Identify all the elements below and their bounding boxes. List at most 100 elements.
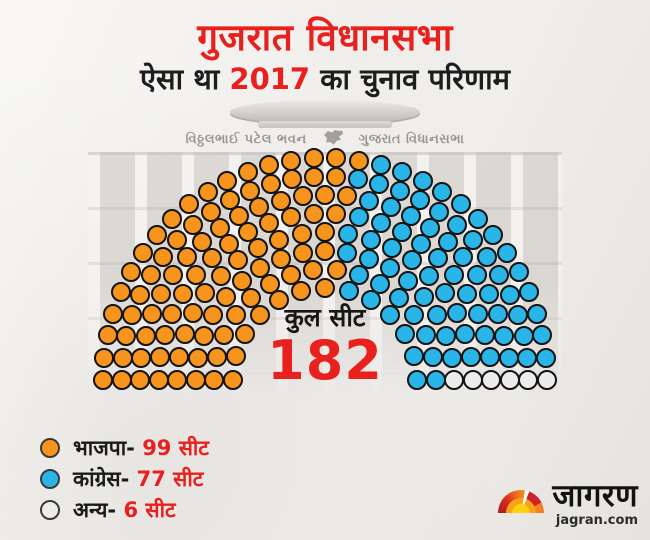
seat-dot xyxy=(518,370,539,390)
seat-dot xyxy=(526,303,547,324)
seat-dot xyxy=(303,204,324,225)
seat-dot xyxy=(130,370,151,390)
seat-dot xyxy=(217,170,238,191)
seat-dot xyxy=(116,326,137,347)
seat-dot xyxy=(326,148,347,169)
seat-dot xyxy=(460,346,481,367)
seat-dot xyxy=(186,265,206,286)
seat-dot xyxy=(150,347,171,368)
sun-icon xyxy=(498,490,545,513)
seat-dot xyxy=(303,148,324,169)
legend-item-bjp: भाजपा- 99 सीट xyxy=(40,436,209,460)
seat-dot xyxy=(326,260,347,281)
seat-dot xyxy=(174,324,195,345)
seat-dot xyxy=(111,370,132,390)
bjp-swatch-icon xyxy=(40,438,60,458)
seat-dot xyxy=(146,225,167,246)
seat-dot xyxy=(210,265,231,286)
seat-dot xyxy=(467,209,488,230)
seat-dot xyxy=(444,370,465,390)
seat-dot xyxy=(151,284,172,305)
subtitle-year: 2017 xyxy=(229,62,311,97)
seat-dot xyxy=(370,155,391,176)
seat-dot xyxy=(359,248,380,269)
seat-dot xyxy=(120,262,141,283)
seat-dot xyxy=(401,250,422,271)
seat-dot xyxy=(94,347,115,368)
seat-dot xyxy=(103,303,124,324)
legend-label-congress: कांग्रेस- xyxy=(73,467,137,491)
seat-dot xyxy=(132,243,153,264)
legend-label-others: अन्य- xyxy=(73,498,124,522)
legend-item-congress: कांग्रेस- 77 सीट xyxy=(40,467,209,491)
seat-dot xyxy=(167,370,188,390)
seat-dot xyxy=(176,247,197,268)
seat-dot xyxy=(154,325,175,346)
seat-dot xyxy=(390,181,411,202)
seat-dot xyxy=(195,283,216,304)
seat-dot xyxy=(483,225,504,246)
seat-dot xyxy=(169,346,190,367)
legend-item-others: अन्य- 6 सीट xyxy=(40,498,209,522)
seat-dot xyxy=(122,305,143,326)
seat-dot xyxy=(326,166,346,187)
subtitle-prefix: ऐसा था xyxy=(140,62,230,97)
seat-dot xyxy=(436,325,457,346)
seat-dot xyxy=(197,181,218,202)
seat-dot xyxy=(162,303,183,324)
seat-dot xyxy=(369,173,390,194)
seat-dot xyxy=(487,304,508,325)
seat-dot xyxy=(509,262,530,283)
seat-dot xyxy=(497,243,518,264)
seat-dot xyxy=(455,324,476,345)
header: गुजरात विधानसभा ऐसा था 2017 का चुनाव परि… xyxy=(0,16,650,97)
seat-dot xyxy=(110,282,131,303)
total-seats: कुल सीट 182 xyxy=(215,300,435,388)
seat-dot xyxy=(450,194,471,215)
seat-dot xyxy=(237,161,258,182)
legend-label-bjp: भाजपा- xyxy=(73,436,143,460)
seat-dot xyxy=(338,224,359,245)
seat-dot xyxy=(347,169,368,190)
seat-dot xyxy=(489,265,510,286)
seat-dot xyxy=(432,181,453,202)
seat-dot xyxy=(162,209,183,230)
seat-dot xyxy=(135,325,156,346)
seat-dot xyxy=(507,305,528,326)
total-seats-value: 182 xyxy=(267,329,383,392)
seat-dot xyxy=(462,370,483,390)
seat-dot xyxy=(130,284,151,305)
subtitle-suffix: का चुनाव परिणाम xyxy=(310,62,510,97)
seat-dot xyxy=(269,229,290,250)
seat-dot xyxy=(148,370,169,390)
legend-value-bjp: 99 सीट xyxy=(142,436,209,460)
seat-dot xyxy=(513,326,534,347)
legend-value-congress: 77 सीट xyxy=(136,467,204,491)
seat-dot xyxy=(457,283,478,304)
seat-dot xyxy=(172,283,193,304)
seat-dot xyxy=(303,166,324,187)
seat-dot xyxy=(259,155,280,176)
seat-dot xyxy=(183,302,204,323)
seat-dot xyxy=(315,278,335,298)
seat-dot xyxy=(315,185,335,206)
congress-swatch-icon xyxy=(40,469,60,489)
seat-dot xyxy=(499,370,520,390)
seat-dot xyxy=(193,325,214,346)
seat-dot xyxy=(443,265,464,286)
seat-dot xyxy=(348,150,369,171)
seat-dot xyxy=(519,282,539,303)
seat-dot xyxy=(326,204,347,225)
others-swatch-icon xyxy=(40,500,60,520)
legend-value-others: 6 सीट xyxy=(123,498,176,522)
brand-name: जागरण xyxy=(552,478,638,514)
seat-dot xyxy=(112,348,133,368)
page-title: गुजरात विधानसभा xyxy=(197,16,453,59)
seat-dot xyxy=(535,347,556,368)
legend: भाजपा- 99 सीट कांग्रेस- 77 सीट अन्य- 6 स… xyxy=(40,436,209,522)
seat-dot xyxy=(498,347,519,368)
seat-dot xyxy=(315,222,335,243)
seat-dot xyxy=(179,194,200,215)
seat-dot xyxy=(392,161,413,182)
seat-dot xyxy=(337,186,358,207)
